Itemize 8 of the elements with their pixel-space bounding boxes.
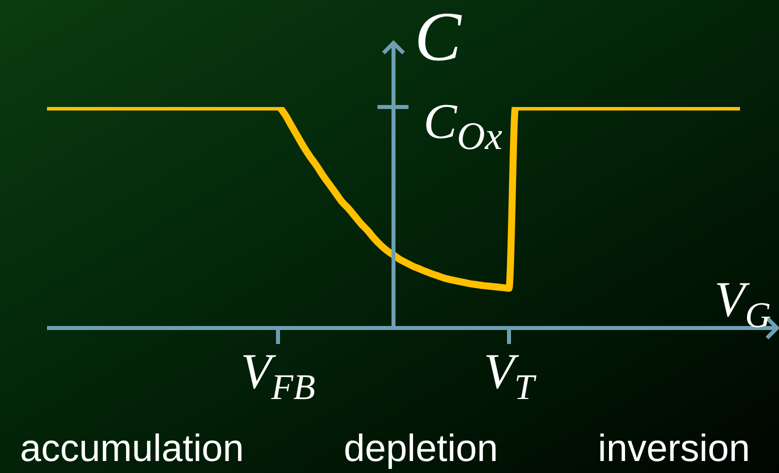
- annotation: C$_{Ox}$: [424, 93, 504, 158]
- text: depletion: [344, 428, 498, 470]
- text: accumulation: [20, 428, 244, 470]
- text: inversion: [598, 428, 750, 470]
- x-axis-title: V$_{G}$: [714, 271, 771, 335]
- x-tick-label: V$_{T}$: [484, 343, 538, 407]
- y-axis-title: C: [414, 0, 462, 76]
- x-tick-label: V$_{FB}$: [240, 343, 316, 407]
